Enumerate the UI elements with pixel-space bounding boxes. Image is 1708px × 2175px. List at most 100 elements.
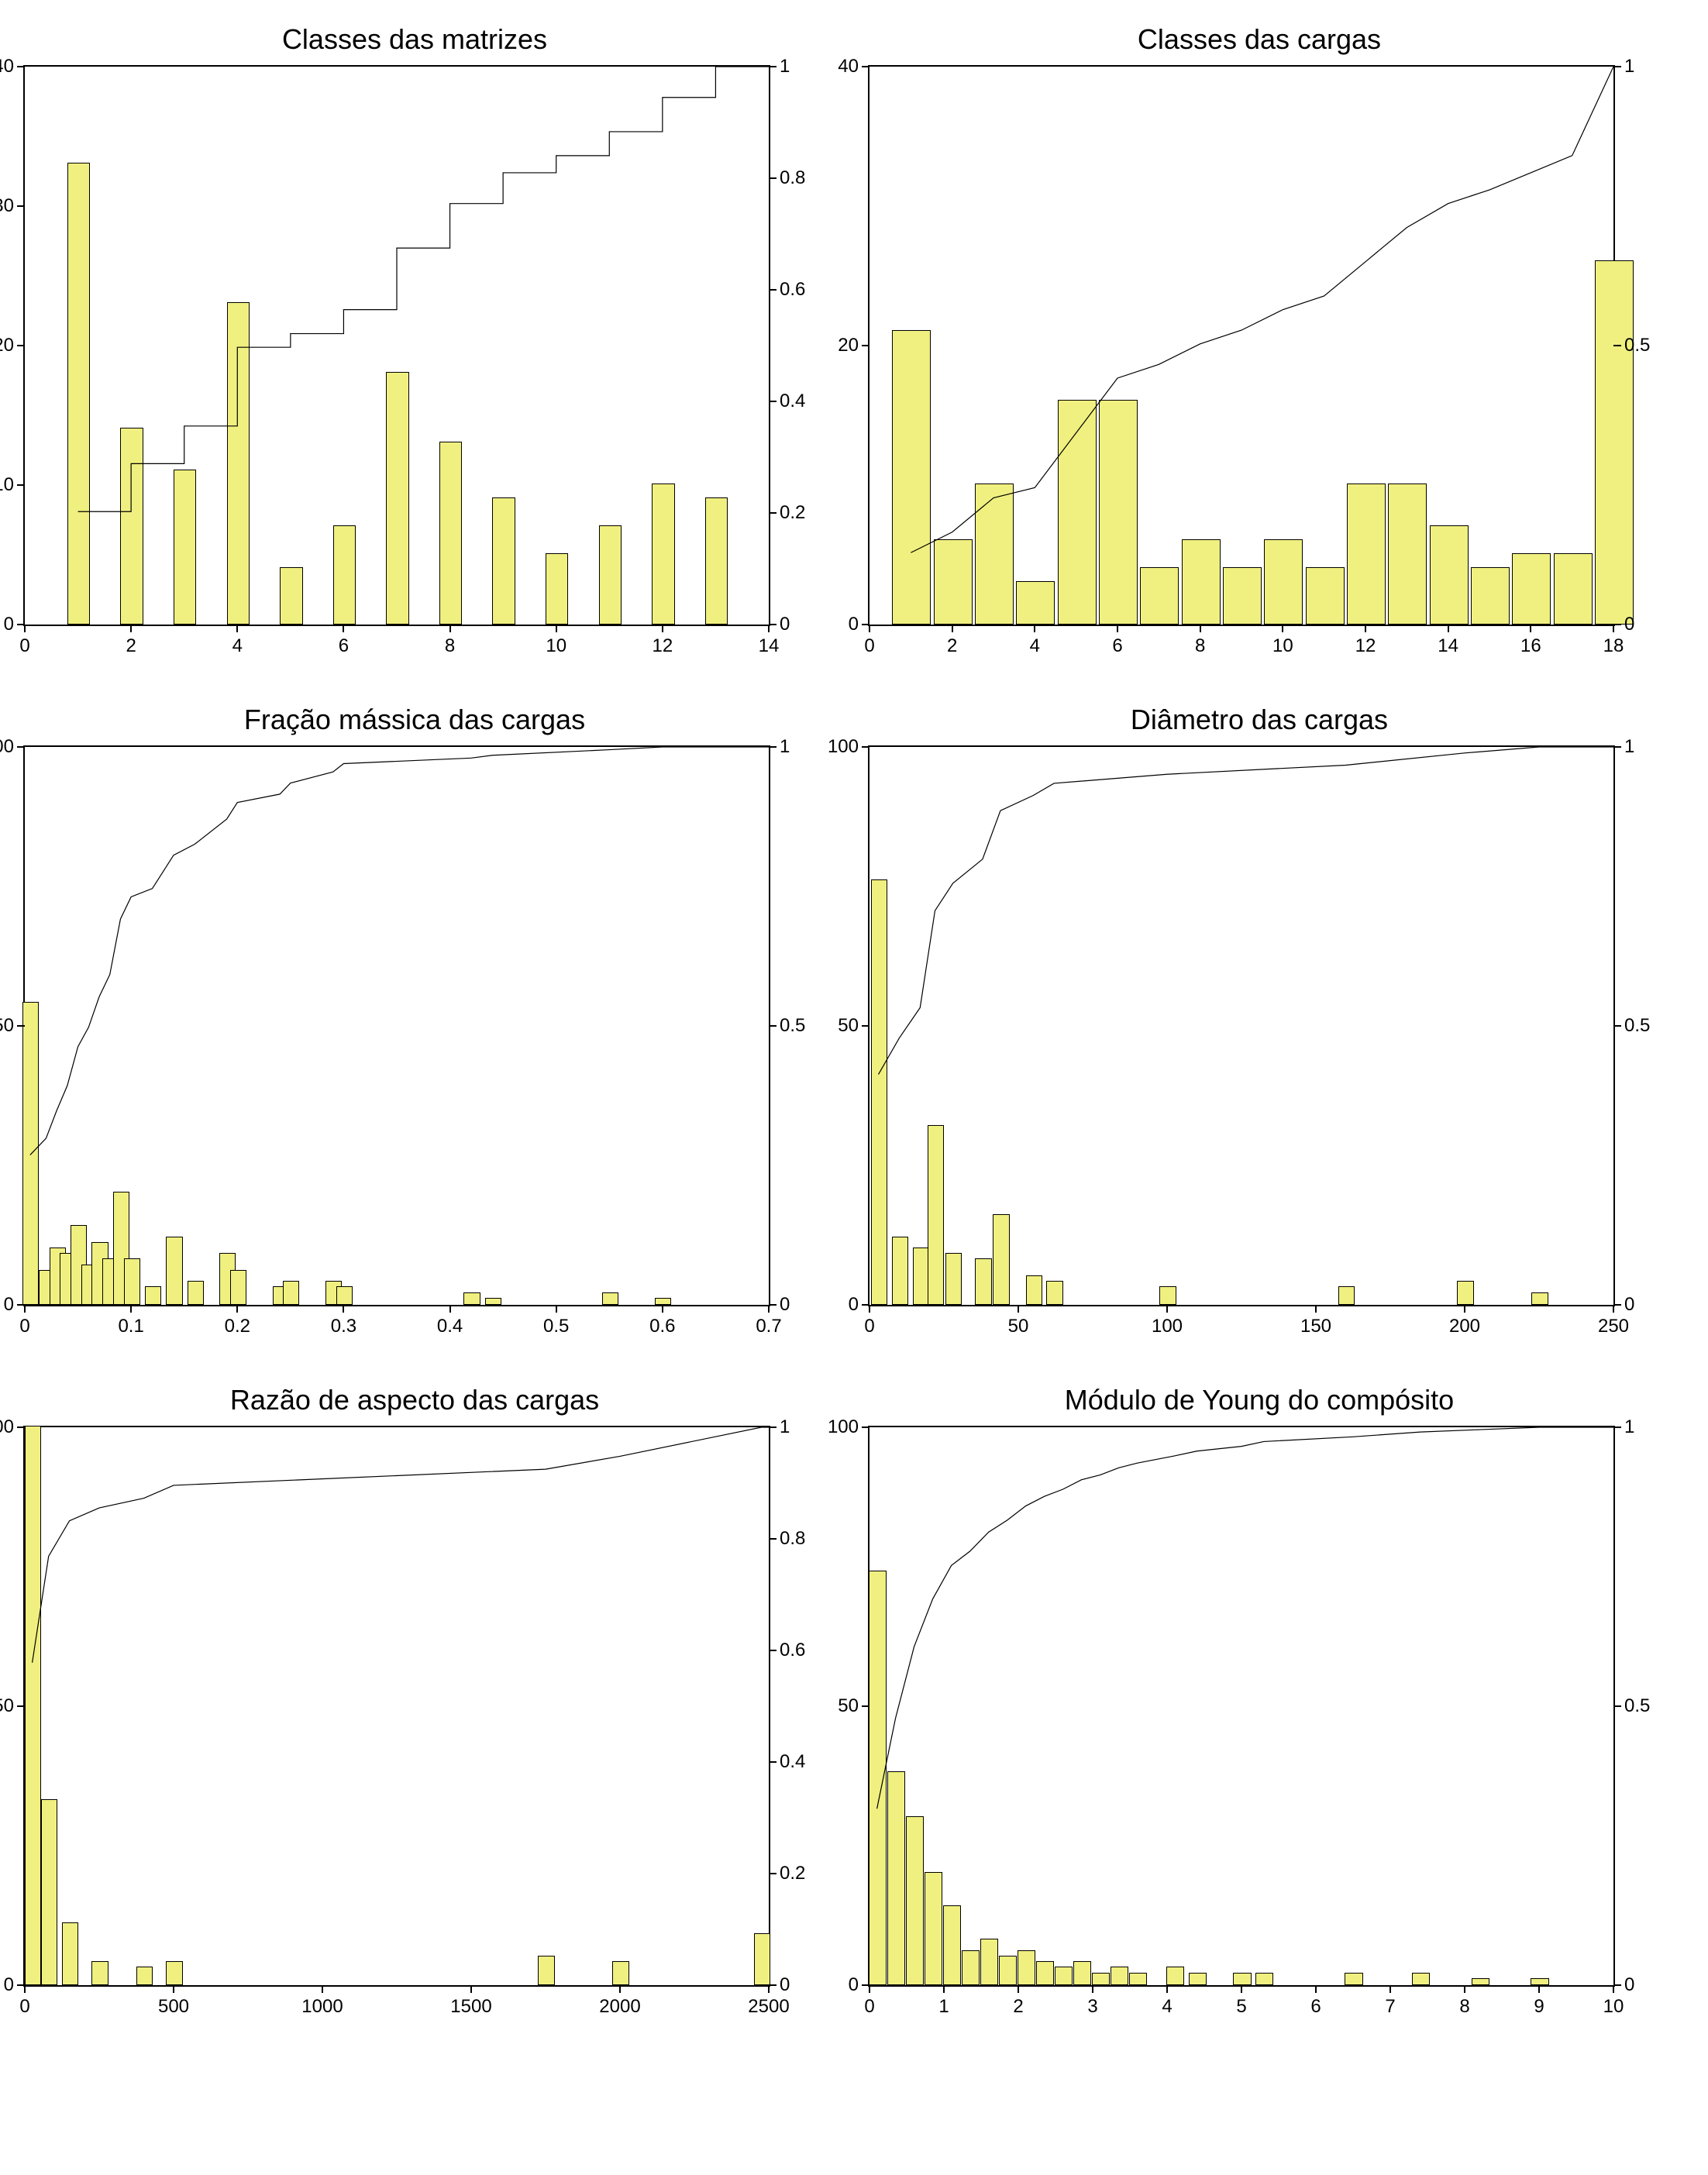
- chart-panel-razao: Razão de aspecto das cargas0500100015002…: [23, 1384, 806, 1987]
- y2-tick-label: 0.5: [780, 1015, 805, 1037]
- bar: [1036, 1961, 1054, 1985]
- y-tick-label: 50: [838, 1015, 859, 1037]
- y2-tick: [1613, 1705, 1621, 1707]
- y2-tick-label: 1: [780, 736, 790, 758]
- x-tick: [343, 625, 344, 632]
- x-tick-label: 0: [864, 1316, 874, 1337]
- y2-tick: [1613, 1426, 1621, 1428]
- bar: [1347, 484, 1386, 625]
- x-tick-label: 4: [232, 635, 243, 657]
- y-tick: [17, 484, 25, 486]
- x-tick: [1365, 625, 1366, 632]
- y2-tick: [769, 1025, 777, 1027]
- x-tick: [1464, 1985, 1465, 1993]
- x-tick-label: 6: [339, 635, 349, 657]
- x-tick-label: 8: [445, 635, 455, 657]
- bar: [136, 1967, 153, 1985]
- y-tick: [17, 1025, 25, 1027]
- x-tick-label: 12: [1355, 635, 1376, 657]
- bar: [283, 1281, 299, 1305]
- plot-area: 0246810121416180204000.51: [868, 65, 1615, 626]
- bar: [1129, 1973, 1147, 1985]
- y-tick-label: 40: [838, 56, 859, 77]
- bar: [602, 1292, 618, 1305]
- bar: [336, 1286, 353, 1305]
- y2-tick: [769, 1538, 777, 1540]
- y-tick: [862, 1426, 869, 1428]
- y-tick-label: 0: [849, 614, 859, 635]
- x-tick-label: 150: [1300, 1316, 1331, 1337]
- y2-tick-label: 0.4: [780, 1751, 805, 1773]
- x-tick: [1166, 1305, 1168, 1313]
- x-tick: [1448, 625, 1449, 632]
- y2-tick-label: 1: [780, 56, 790, 77]
- y-tick-label: 0: [4, 614, 14, 635]
- plot-area: 0246810121401020304000.20.40.60.81: [23, 65, 770, 626]
- bar: [705, 497, 728, 625]
- x-tick-label: 100: [1152, 1316, 1183, 1337]
- x-tick-label: 4: [1162, 1996, 1172, 2018]
- bar: [439, 442, 462, 625]
- bar: [538, 1956, 554, 1985]
- plot-area: 05010015020025005010000.51: [868, 745, 1615, 1306]
- x-tick: [1464, 1305, 1465, 1313]
- bar: [652, 484, 674, 625]
- bar: [655, 1298, 671, 1305]
- x-tick: [662, 625, 663, 632]
- bar: [1166, 1967, 1184, 1985]
- x-tick-label: 10: [1603, 1996, 1624, 2018]
- x-tick: [173, 1985, 174, 1993]
- x-tick-label: 10: [1272, 635, 1293, 657]
- y-tick: [862, 1984, 869, 1986]
- x-tick: [1613, 1305, 1614, 1313]
- x-tick-label: 9: [1534, 1996, 1544, 2018]
- bar: [1412, 1973, 1430, 1985]
- bar: [1338, 1286, 1355, 1305]
- bar: [612, 1961, 628, 1985]
- bar: [934, 539, 973, 625]
- bar: [975, 1258, 991, 1305]
- bar: [1595, 260, 1634, 625]
- bar: [546, 553, 568, 625]
- y2-tick-label: 0.2: [780, 502, 805, 524]
- y2-tick-label: 0.8: [780, 1528, 805, 1550]
- y2-tick: [769, 1873, 777, 1874]
- y2-tick: [769, 1761, 777, 1763]
- plot-area: 0500100015002000250005010000.20.40.60.81: [23, 1426, 770, 1987]
- bar: [1430, 525, 1469, 625]
- y-tick-label: 100: [0, 1416, 14, 1438]
- chart-panel-young: Módulo de Young do compósito012345678910…: [868, 1384, 1651, 1987]
- x-tick: [236, 625, 238, 632]
- x-tick: [24, 625, 26, 632]
- y-tick: [862, 1025, 869, 1027]
- bar: [913, 1248, 929, 1305]
- y-tick: [17, 345, 25, 346]
- bar: [1388, 484, 1427, 625]
- y2-tick: [1613, 1025, 1621, 1027]
- bar: [999, 1956, 1017, 1985]
- y2-tick: [769, 289, 777, 291]
- y-tick: [17, 205, 25, 207]
- bar: [1223, 567, 1262, 625]
- x-tick: [1092, 1985, 1093, 1993]
- plot-area: 01234567891005010000.51: [868, 1426, 1615, 1987]
- y2-tick-label: 0.6: [780, 279, 805, 301]
- y2-tick: [769, 746, 777, 748]
- bar: [945, 1253, 962, 1305]
- chart-title: Classes das matrizes: [23, 23, 806, 56]
- y2-tick: [769, 66, 777, 67]
- y2-tick-label: 0: [780, 614, 790, 635]
- x-tick: [449, 1305, 451, 1313]
- bar: [280, 567, 302, 625]
- x-tick: [130, 1305, 132, 1313]
- y2-tick-label: 0.2: [780, 1863, 805, 1884]
- x-tick: [1166, 1985, 1168, 1993]
- x-tick-label: 2500: [748, 1996, 789, 2018]
- y2-tick-label: 0.6: [780, 1640, 805, 1661]
- bar: [145, 1286, 161, 1305]
- y2-tick-label: 1: [1624, 1416, 1634, 1438]
- chart-title: Diâmetro das cargas: [868, 704, 1651, 736]
- x-tick-label: 0.6: [649, 1316, 675, 1337]
- bar: [1099, 400, 1138, 625]
- y2-tick-label: 0: [1624, 614, 1634, 635]
